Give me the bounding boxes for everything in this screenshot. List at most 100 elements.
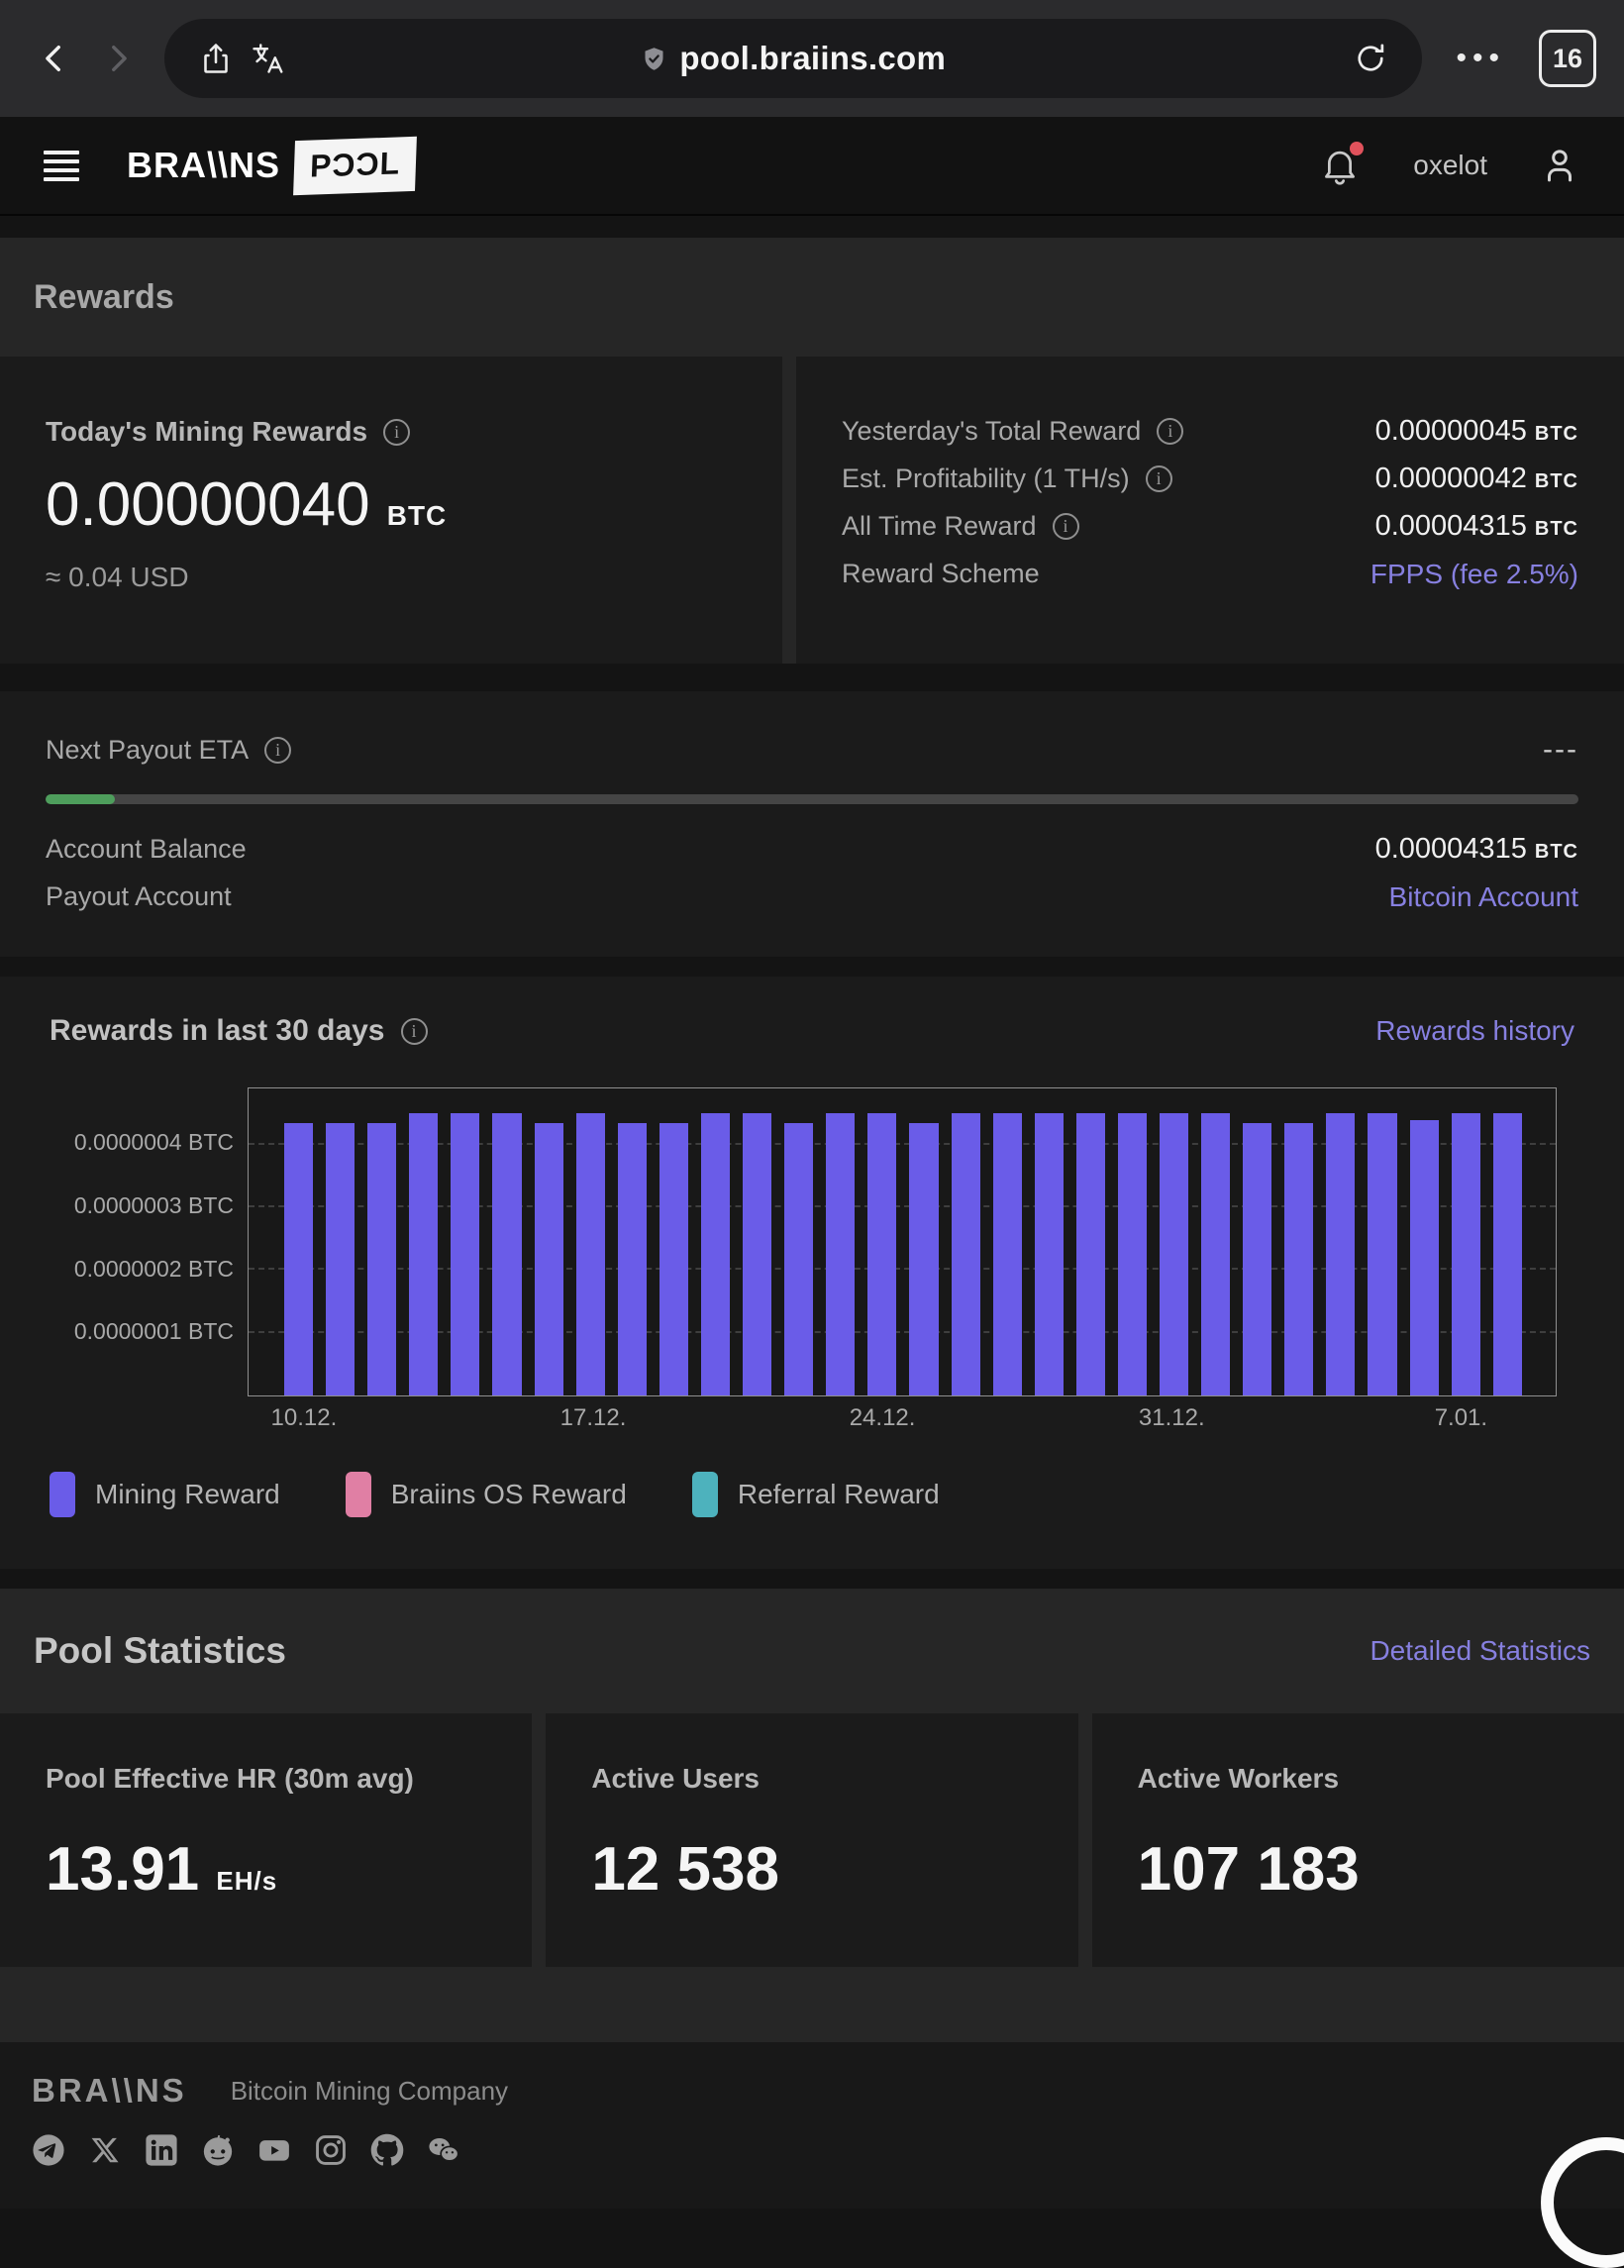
braiins-pool-logo[interactable]: BRA\\NS PƆƆL [127,136,418,195]
github-link[interactable] [370,2133,404,2167]
x-axis-label: 24.12. [849,1404,916,1431]
payout-account-link[interactable]: Bitcoin Account [1388,880,1578,912]
reddit-link[interactable] [201,2133,235,2167]
summary-row: Yesterday's Total Reward i 0.00000045 BT… [842,415,1578,447]
chart-bar [867,1113,897,1395]
chart-bar [1117,1113,1147,1395]
header-actions: oxelot [1318,142,1580,187]
bell-icon [1325,151,1356,185]
chart-bar [1492,1113,1522,1395]
info-icon[interactable]: i [400,1017,428,1045]
wechat-icon [429,2137,459,2162]
translate-icon [253,44,283,73]
next-payout-card: Next Payout ETA i --- Account Balance 0.… [0,691,1624,957]
wechat-link[interactable] [427,2133,460,2167]
chart-bar [700,1113,731,1395]
share-icon [204,44,228,73]
payout-progress-track [46,794,1578,804]
chart-bar [617,1122,647,1395]
url-bar[interactable]: pool.braiins.com [164,19,1423,98]
y-axis: 0.0000001 BTC 0.0000002 BTC 0.0000003 BTC 0… [0,1087,248,1396]
legend-item-mining-reward[interactable]: Mining Reward [50,1472,280,1517]
instagram-link[interactable] [314,2133,348,2167]
legend-item-referral-reward[interactable]: Referral Reward [691,1472,940,1517]
x-axis-label: 31.12. [1138,1404,1205,1431]
payout-eta-value: --- [1543,733,1578,766]
github-icon [370,2133,404,2166]
telegram-link[interactable] [32,2133,65,2167]
summary-row: All Time Reward i 0.00004315 BTC [842,510,1578,542]
share-button[interactable] [190,33,242,84]
back-button[interactable] [28,32,81,85]
y-axis-label: 0.0000002 BTC [73,1255,234,1282]
y-axis-label: 0.0000004 BTC [73,1129,234,1156]
translate-button[interactable] [242,33,293,84]
info-icon[interactable]: i [1145,465,1172,492]
notification-badge [1350,142,1365,155]
chart-bar [659,1122,688,1395]
x-axis-label: 17.12. [559,1404,627,1431]
payout-eta-label: Next Payout ETA [46,734,250,765]
rewards-title: Rewards [34,277,174,316]
chart-bar [451,1113,480,1395]
url-display: pool.braiins.com [164,40,1422,77]
legend-item-braiins-os-reward[interactable]: Braiins OS Reward [345,1472,627,1517]
chart-bar [1075,1113,1105,1395]
x-axis-label: 10.12. [270,1404,338,1431]
referral-reward-swatch [691,1472,718,1517]
today-usd-value: ≈ 0.04 USD [46,562,189,592]
forward-button[interactable] [91,32,145,85]
todays-rewards-card: Today's Mining Rewards i 0.00000040 BTC … [0,357,782,664]
payout-progress-fill [46,794,115,804]
reward-summary-card: Yesterday's Total Reward i 0.00000045 BT… [796,357,1624,664]
pool-statistics-header: Pool Statistics Detailed Statistics [0,1589,1624,1713]
info-icon[interactable]: i [383,418,411,446]
linkedin-icon [146,2134,177,2166]
chart-bar [367,1122,397,1395]
info-icon[interactable]: i [1052,513,1079,540]
chart-bar [784,1122,814,1395]
linkedin-link[interactable] [145,2133,178,2167]
rewards-cards-row: Today's Mining Rewards i 0.00000040 BTC … [0,357,1624,664]
tab-count-button[interactable]: 16 [1539,30,1596,87]
info-icon[interactable]: i [1157,418,1184,445]
notifications-button[interactable] [1318,142,1365,187]
reward-scheme-link[interactable]: FPPS (fee 2.5%) [1370,558,1578,589]
telegram-icon [33,2134,64,2166]
payout-account-row: Payout Account Bitcoin Account [46,880,1578,912]
chart-bar [1284,1122,1314,1395]
info-icon[interactable]: i [264,736,292,764]
rewards-history-link[interactable]: Rewards history [1375,1015,1574,1046]
footer-tagline: Bitcoin Mining Company [230,2075,509,2106]
chart-bar [1368,1113,1397,1395]
chart-bar [1159,1113,1189,1395]
menu-button[interactable] [44,150,79,181]
instagram-icon [316,2135,346,2165]
rewards-chart-card: Rewards in last 30 days i Rewards histor… [0,977,1624,1569]
chart-title: Rewards in last 30 days [50,1014,385,1047]
pool-stats-row: Pool Effective HR (30m avg) 13.91 EH/s A… [0,1713,1624,1967]
reddit-icon [203,2134,233,2166]
youtube-link[interactable] [257,2133,291,2167]
browser-menu-button[interactable]: ••• [1456,42,1505,74]
youtube-icon [259,2140,289,2161]
username[interactable]: oxelot [1413,150,1487,180]
footer-brand-wordmark: BRA\\NS [32,2072,187,2109]
refresh-icon [1358,44,1384,71]
today-value: 0.00000040 BTC [46,470,448,539]
detailed-statistics-link[interactable]: Detailed Statistics [1370,1635,1590,1666]
chart-bar [534,1122,563,1395]
gridline [249,1330,1556,1333]
url-text: pool.braiins.com [679,40,947,76]
chart-area: 0.0000001 BTC 0.0000002 BTC 0.0000003 BTC 0… [0,1087,1624,1396]
x-twitter-link[interactable] [88,2133,122,2167]
chart-bar [909,1122,939,1395]
gridline [249,1205,1556,1208]
chart-bar [1326,1113,1356,1395]
account-icon[interactable] [1539,145,1580,186]
active-users-card: Active Users 12 538 [546,1713,1078,1967]
chart-bar [1451,1113,1480,1395]
back-chevron-icon [46,45,60,72]
refresh-button[interactable] [1345,33,1396,84]
x-axis: 10.12. 17.12. 24.12. 31.12. 7.01. [271,1404,1523,1446]
